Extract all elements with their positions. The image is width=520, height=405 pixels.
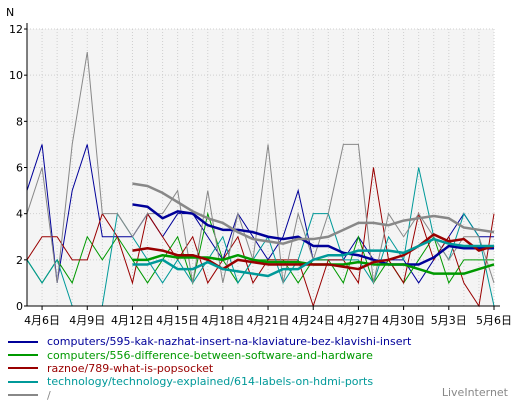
series-average-line: [132, 233, 495, 271]
x-tick-label: 4月12日: [111, 314, 154, 327]
watermark: LiveInternet: [441, 386, 508, 399]
legend: computers/595-kak-nazhat-insert-na-klavi…: [8, 335, 468, 402]
x-tick-labels: 4月6日 4月9日 4月12日 4月15日 4月18日 4月21日 4月24日 4月27日 4月…: [24, 306, 512, 327]
series-average-line: [132, 182, 495, 245]
y-axis-label: N: [6, 6, 14, 19]
legend-item: raznoe/789-what-is-popsocket: [8, 362, 468, 375]
legend-label: computers/556-difference-between-softwar…: [47, 348, 373, 362]
y-tick-label: 8: [16, 115, 23, 128]
legend-swatch: [8, 367, 38, 370]
x-tick-label: 5月3日: [431, 314, 467, 327]
y-tick-label: 12: [9, 23, 23, 36]
grid-lines: [26, 28, 495, 307]
x-tick-label: 4月15日: [156, 314, 199, 327]
x-tick-label: 5月6日: [476, 314, 512, 327]
axes: [26, 23, 500, 307]
x-tick-label: 4月27日: [337, 314, 380, 327]
series-line: [26, 167, 495, 308]
legend-item: computers/556-difference-between-softwar…: [8, 348, 468, 362]
x-tick-label: 4月9日: [69, 314, 105, 327]
legend-label: computers/595-kak-nazhat-insert-na-klavi…: [47, 335, 412, 349]
legend-swatch: [8, 354, 38, 357]
series-average-line: [132, 237, 494, 278]
x-tick-label: 4月30日: [382, 314, 425, 327]
legend-label: technology/technology-explained/614-labe…: [47, 375, 374, 389]
legend-item: computers/595-kak-nazhat-insert-na-klavi…: [8, 335, 468, 348]
y-tick-label: 4: [16, 208, 23, 221]
series-line: [26, 167, 495, 307]
y-tick-label: 6: [16, 162, 23, 175]
legend-label: /: [47, 388, 51, 402]
x-tick-label: 4月6日: [24, 314, 60, 327]
legend-label: raznoe/789-what-is-popsocket: [47, 361, 214, 375]
series-average-line: [132, 203, 494, 266]
series-average-lines: [132, 182, 495, 278]
legend-item: /: [8, 389, 468, 402]
x-tick-label: 4月24日: [292, 314, 335, 327]
y-tick-labels: 0 2 4 6 8 10 12: [9, 23, 27, 313]
y-tick-label: 0: [16, 300, 23, 313]
x-tick-label: 4月21日: [247, 314, 290, 327]
legend-swatch: [8, 380, 38, 383]
y-tick-label: 10: [9, 69, 23, 82]
y-tick-label: 2: [16, 254, 23, 267]
x-tick-label: 4月18日: [201, 314, 244, 327]
legend-swatch: [8, 340, 38, 343]
legend-item: technology/technology-explained/614-labe…: [8, 375, 468, 388]
legend-swatch: [8, 394, 38, 397]
